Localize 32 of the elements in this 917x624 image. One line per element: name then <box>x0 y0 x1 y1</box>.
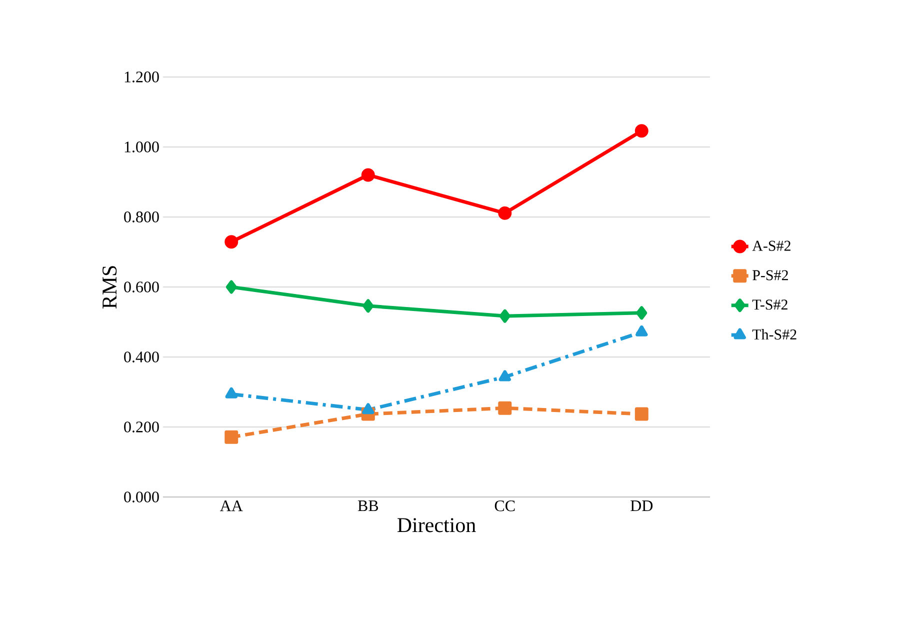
x-tick-label: CC <box>494 500 515 512</box>
point <box>224 430 238 444</box>
y-tick-label: 1.000 <box>124 142 159 152</box>
legend-label: T-S#2 <box>752 300 788 310</box>
x-tick-label: BB <box>358 500 378 512</box>
point <box>636 306 648 320</box>
x-tick-label: DD <box>630 500 653 512</box>
point <box>226 280 237 294</box>
y-tick-label: 0.800 <box>124 212 159 222</box>
point <box>362 403 374 414</box>
point <box>634 124 648 138</box>
point <box>225 387 238 398</box>
y-tick-label: 0.400 <box>124 352 159 362</box>
legend-label: A-S#2 <box>752 240 790 251</box>
point <box>499 309 510 323</box>
legend-label: P-S#2 <box>752 270 788 280</box>
point <box>498 206 512 220</box>
point <box>361 168 375 182</box>
y-tick-label: 0.600 <box>124 282 159 292</box>
y-tick-label: 0.200 <box>124 422 159 432</box>
point <box>636 325 648 336</box>
y-tick-label: 0.000 <box>124 492 159 502</box>
y-tick-label: 1.200 <box>124 72 159 82</box>
point <box>362 299 374 313</box>
point <box>498 370 511 382</box>
point <box>224 235 238 249</box>
point <box>498 401 512 415</box>
point <box>634 407 648 421</box>
x-axis-title: Direction <box>397 518 476 532</box>
y-axis-title: RMS <box>102 266 117 309</box>
legend-label: Th-S#2 <box>752 329 796 340</box>
x-tick-label: AA <box>220 500 243 512</box>
